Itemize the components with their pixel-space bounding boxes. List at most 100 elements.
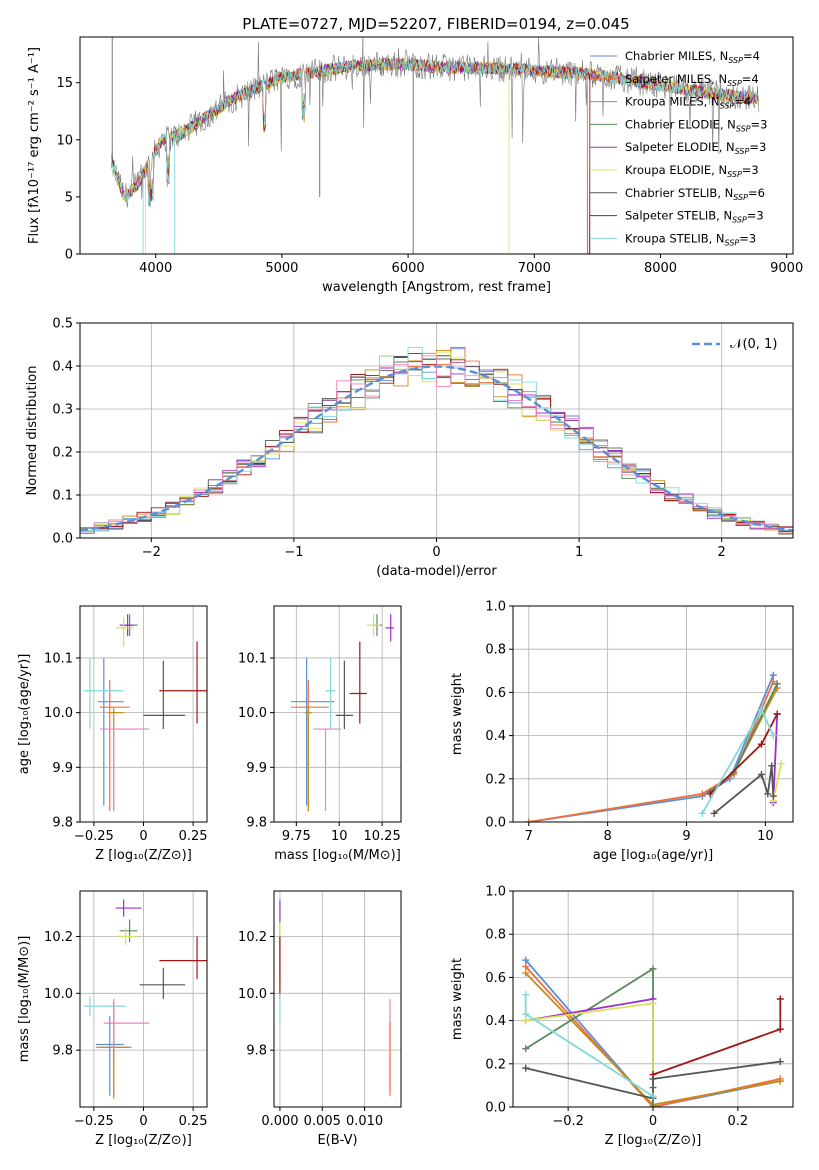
y-tick-label: 9.8 [246, 1044, 267, 1059]
axes-frame [79, 605, 208, 823]
x-tick-label: 0 [649, 1114, 657, 1129]
chart-residuals: −2 −1 0 1 2 0.0 0.1 0.2 0.3 0.4 0.5 (data-model)/er… [25, 317, 794, 579]
weight-line [709, 683, 779, 793]
error-bar-point [115, 616, 134, 648]
y-axis-label: Flux [fλ10⁻¹⁷ erg cm⁻² s⁻¹ A⁻¹] [27, 47, 42, 244]
legend-label: Kroupa STELIB, N [625, 231, 725, 245]
legend-sub: SSP [728, 56, 743, 65]
weight-line [772, 713, 779, 803]
legend-label: Chabrier STELIB, N [625, 186, 733, 200]
y-axis-label: Normed distribution [25, 366, 40, 496]
legend-tail: =4 [734, 95, 751, 109]
y-tick-label: 0.0 [485, 816, 506, 831]
legend-label: Kroupa ELODIE, N [625, 163, 727, 177]
error-bar-point [159, 936, 207, 980]
x-tick-label: 0.000 [261, 1114, 298, 1129]
y-tick-label: 0.3 [52, 403, 73, 418]
weight-marker [773, 680, 781, 688]
y-axis-label: mass weight [450, 673, 465, 755]
weight-marker [522, 1010, 530, 1018]
weight-series [649, 995, 784, 1079]
legend-entry: Chabrier MILES, NSSP=4 [625, 49, 760, 65]
error-bar-point [335, 660, 353, 730]
y-tick-label: 9.8 [52, 1044, 73, 1059]
y-tick-label: 5 [65, 190, 73, 205]
y-tick-label: 10.2 [238, 930, 267, 945]
legend-tail: =4 [743, 49, 760, 63]
chart-spectrum: 4000 5000 6000 7000 8000 9000 0 5 10 15 wavelength… [27, 36, 803, 295]
y-tick-label: 0.1 [52, 489, 73, 504]
weight-line [713, 765, 775, 815]
weight-marker [757, 740, 765, 748]
x-tick-label: 0 [139, 1114, 147, 1129]
error-bar-point [385, 614, 395, 642]
weight-marker [776, 1077, 784, 1085]
error-bar-point [95, 1001, 130, 1096]
weight-marker [522, 1045, 530, 1053]
chart-mass_vs_Z: −0.25 0 0.25 9.8 10.0 10.2 Z [log₁₀(Z/Z⊙)] mass… [17, 890, 208, 1148]
gaussian-curve [80, 365, 793, 532]
x-axis-label: Z [log₁₀(Z/Z⊙)] [95, 1133, 192, 1148]
y-tick-label: 10.1 [44, 651, 73, 666]
weight-marker [649, 965, 657, 973]
x-tick-label: 0.005 [304, 1114, 341, 1129]
legend-tail: =3 [751, 117, 768, 131]
y-tick-label: 0.8 [485, 643, 506, 658]
y-tick-label: 0.6 [485, 971, 506, 986]
error-bar-point [291, 679, 329, 812]
weight-marker [522, 991, 530, 999]
plots-layer: 4000 5000 6000 7000 8000 9000051015wavelength… [17, 36, 803, 1148]
weight-marker [698, 809, 706, 817]
weight-marker [757, 706, 765, 714]
legend-tail: =4 [742, 72, 759, 86]
legend-label: Salpeter MILES, N [625, 72, 727, 86]
error-bar-point [97, 657, 124, 806]
weight-marker [522, 969, 530, 977]
weight-marker [776, 1058, 784, 1066]
y-tick-label: 9.8 [52, 816, 73, 831]
chart-age_vs_mass: 9.75 10 10.25 9.8 9.9 10.0 10.1 mass [log₁₀(M/M… [238, 605, 402, 863]
x-tick-label: 6000 [392, 261, 425, 276]
x-axis-label: wavelength [Angstrom, rest frame] [322, 280, 551, 295]
error-bar-point [143, 660, 186, 730]
y-tick-label: 0.2 [485, 772, 506, 787]
x-axis-label: (data-model)/error [376, 564, 497, 579]
y-tick-label: 0.5 [52, 317, 73, 332]
error-bar-point [99, 1027, 132, 1099]
legend-label: Salpeter STELIB, N [625, 209, 732, 223]
x-tick-label: 7000 [518, 261, 551, 276]
plot-area [80, 606, 207, 822]
y-tick-label: 9.9 [246, 761, 267, 776]
legend-label: Kroupa MILES, N [625, 95, 720, 109]
x-tick-label: 9000 [770, 261, 803, 276]
weight-marker [649, 999, 657, 1007]
legend-sub: SSP [720, 102, 735, 111]
y-tick-label: 10.0 [238, 706, 267, 721]
y-tick-label: 10.0 [238, 987, 267, 1002]
x-tick-label: −0.25 [74, 1114, 114, 1129]
histogram-step [80, 355, 793, 534]
figure-title: PLATE=0727, MJD=52207, FIBERID=0194, z=0… [242, 15, 629, 33]
weight-marker [768, 762, 776, 770]
x-tick-label: 0.2 [728, 1114, 749, 1129]
error-bar-point [99, 679, 130, 812]
plot-area [513, 891, 793, 1107]
plot-area [274, 891, 401, 1107]
weight-marker [776, 1025, 784, 1033]
weight-line [652, 999, 782, 1076]
error-bar-point [159, 641, 207, 724]
axes-frame [79, 322, 794, 539]
weight-series [769, 760, 785, 804]
y-tick-label: 0.4 [485, 1014, 506, 1029]
y-tick-label: 9.9 [52, 761, 73, 776]
y-tick-label: 0.4 [485, 729, 506, 744]
x-axis-label: Z [log₁₀(Z/Z⊙)] [605, 1133, 702, 1148]
legend-entry: Chabrier STELIB, NSSP=6 [625, 186, 765, 202]
legend-tail: =3 [739, 231, 756, 245]
x-tick-label: 8000 [644, 261, 677, 276]
error-bar-point [99, 728, 150, 812]
y-tick-label: 0.2 [485, 1057, 506, 1072]
axes-frame [273, 605, 402, 823]
x-tick-label: 0.010 [346, 1114, 383, 1129]
